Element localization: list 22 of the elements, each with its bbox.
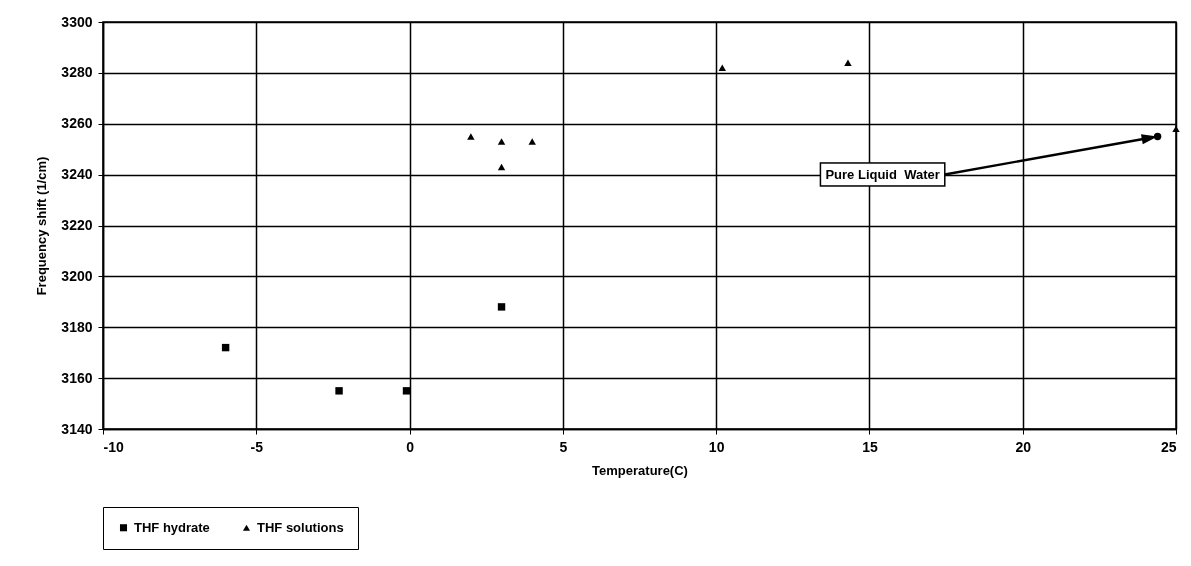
y-tick-label: 3300 xyxy=(61,13,93,30)
y-tick-label: 3200 xyxy=(61,267,93,284)
legend-label: THF solutions xyxy=(257,519,344,535)
x-tick-label: 25 xyxy=(1160,438,1177,455)
x-tick-label: 15 xyxy=(862,438,878,455)
y-tick-label: 3160 xyxy=(61,369,93,386)
legend-label: THF hydrate xyxy=(134,519,210,535)
y-tick-label: 3280 xyxy=(61,64,93,81)
x-tick-label: -10 xyxy=(103,438,124,455)
y-tick-label: 3260 xyxy=(61,115,93,132)
x-tick-label: -5 xyxy=(250,438,264,455)
y-axis-title: Frequency shift (1/cm) xyxy=(34,156,50,296)
x-tick-label: 10 xyxy=(708,438,725,455)
y-tick-label: 3220 xyxy=(61,217,93,233)
y-tick-label: 3180 xyxy=(61,318,93,335)
annotation: Pure Liquid Water xyxy=(825,166,940,182)
x-tick-label: 20 xyxy=(1015,438,1032,455)
y-tick-label: 3240 xyxy=(61,166,93,183)
y-tick-label: 3140 xyxy=(61,420,93,437)
x-axis-title: Temperature(C) xyxy=(592,462,688,478)
x-tick-label: 5 xyxy=(559,438,568,455)
x-tick-label: 0 xyxy=(406,438,415,455)
